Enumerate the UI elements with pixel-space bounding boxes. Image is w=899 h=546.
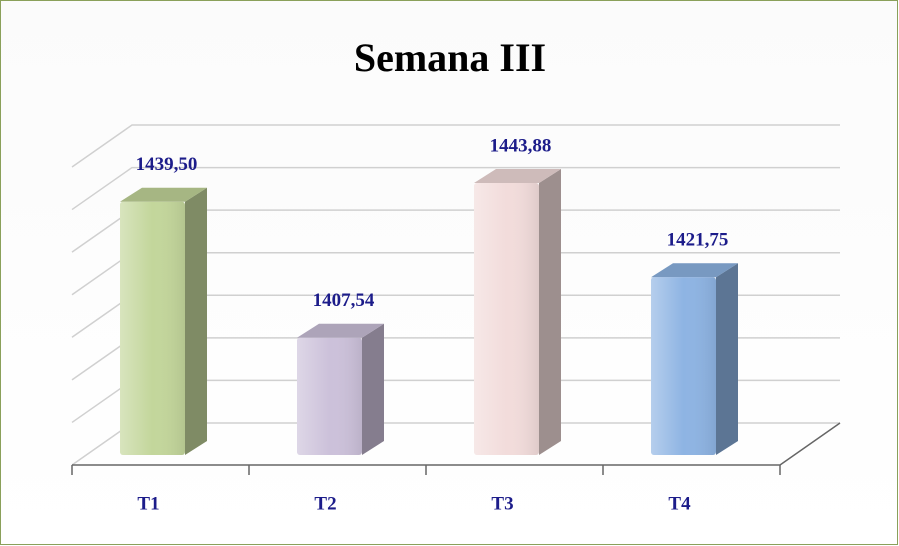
bar-shine [474,183,539,455]
bar-top [651,263,738,278]
bar [474,169,561,455]
bar-top-shade [651,263,738,278]
bar-side [362,323,384,455]
bar-side [185,187,207,455]
bar-side-shade [185,187,207,455]
bar-top [474,169,561,184]
bar-side-shade [362,323,384,455]
x-tick-label: T2 [314,493,336,514]
data-label: 1421,75 [667,230,729,251]
x-tick-label: T4 [668,493,691,514]
x-tick-label: T1 [137,493,159,514]
bar [120,187,207,455]
bar-shine [120,201,185,455]
bar-shine [651,277,716,455]
grid-line [71,166,840,211]
bar-side [716,263,738,455]
bar-top [120,187,207,202]
bar [651,263,738,455]
data-label: 1443,88 [490,135,552,156]
chart-title: Semana III [354,35,546,80]
grid-line [71,124,840,168]
bar-side [539,169,561,455]
bar-side-shade [716,263,738,455]
bar-shine [297,337,362,455]
x-tick-label: T3 [491,493,513,514]
bar-top-shade [297,323,384,338]
bar-top [297,323,384,338]
bar-side-shade [539,169,561,455]
data-label: 1439,50 [136,154,198,175]
bar-top-shade [120,187,207,202]
data-label: 1407,54 [313,290,375,311]
bar [297,323,384,455]
bar-top-shade [474,169,561,184]
